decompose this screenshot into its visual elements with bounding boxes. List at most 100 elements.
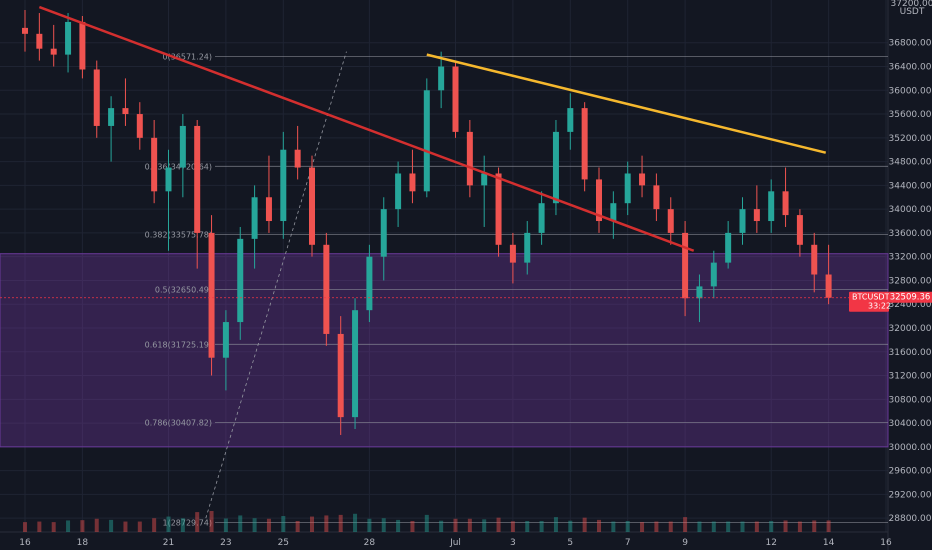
date-tick-label: 23 xyxy=(220,538,231,548)
volume-bar xyxy=(295,521,300,532)
volume-bar xyxy=(223,518,228,532)
candle-body xyxy=(696,286,703,299)
price-tick-label: 29200.00 xyxy=(889,490,932,500)
candle-body xyxy=(222,322,229,358)
price-tick-label: 32000.00 xyxy=(889,324,932,334)
candle-body xyxy=(509,244,516,263)
candle-body xyxy=(93,69,100,126)
volume-bar xyxy=(740,521,745,532)
volume-bar xyxy=(80,520,85,532)
currency-label: USDT xyxy=(900,7,925,17)
volume-bar xyxy=(668,521,673,532)
price-axis[interactable]: 37200.00 USDT 36800.00 36400.00 36000.00 35… xyxy=(889,0,932,524)
countdown-label: 33:22 xyxy=(868,302,891,311)
candle-body xyxy=(438,66,445,91)
price-tick-label: 35200.00 xyxy=(889,134,932,144)
volume-bar xyxy=(51,522,56,532)
volume-bar xyxy=(66,520,71,532)
volume-bar xyxy=(209,511,214,532)
candle-body xyxy=(366,256,373,311)
candle-body xyxy=(323,244,330,334)
date-tick-label: 21 xyxy=(163,538,174,548)
volume-bar xyxy=(381,518,386,532)
volume-bar xyxy=(467,518,472,532)
price-tick-label: 30400.00 xyxy=(889,419,932,429)
volume-bar xyxy=(252,518,257,532)
candle-body xyxy=(667,209,674,233)
last-price-tag xyxy=(849,291,889,312)
candle-body xyxy=(567,108,574,132)
volume-bar xyxy=(754,521,759,532)
last-price-marker: BTCUSDT 33:22 32509.36 xyxy=(849,291,932,312)
candle-body xyxy=(653,185,660,210)
volume-bar xyxy=(797,521,802,532)
candle-body xyxy=(352,310,359,418)
volume-layer xyxy=(23,511,831,532)
date-tick-label: 16 xyxy=(19,538,31,548)
candle-body xyxy=(825,274,832,298)
volume-bar xyxy=(166,516,171,532)
candle-body xyxy=(136,114,143,138)
candle-body xyxy=(811,244,818,275)
candle-layer xyxy=(22,10,832,435)
candle-body xyxy=(409,173,416,192)
candle-body xyxy=(581,108,588,180)
candle-body xyxy=(395,173,402,210)
volume-bar xyxy=(23,522,27,532)
candle-body xyxy=(251,197,258,239)
price-tick-label: 34400.00 xyxy=(889,181,932,191)
volume-bar xyxy=(453,518,458,532)
price-tick-label: 30000.00 xyxy=(889,443,932,453)
volume-bar xyxy=(410,521,415,532)
candle-body xyxy=(65,21,72,55)
candle-body xyxy=(768,191,775,222)
price-tick-label: 33600.00 xyxy=(889,229,932,239)
volume-bar xyxy=(37,521,42,532)
candle-body xyxy=(151,137,158,192)
price-tick-label: 31200.00 xyxy=(889,372,932,382)
volume-bar xyxy=(640,522,645,532)
volume-bar xyxy=(568,520,573,532)
price-tick-label: 36000.00 xyxy=(889,86,932,96)
volume-bar xyxy=(697,521,702,532)
candle-body xyxy=(165,167,172,192)
volume-bar xyxy=(625,521,630,532)
candle-body xyxy=(179,125,186,168)
volume-bar xyxy=(195,512,200,532)
volume-bar xyxy=(826,520,831,532)
candle-body xyxy=(796,215,803,245)
fib-level-label: 0.382(33575.78) xyxy=(145,230,212,239)
volume-bar xyxy=(367,518,372,532)
date-tick-label: 14 xyxy=(823,538,835,548)
volume-bar xyxy=(812,520,817,532)
candle-body xyxy=(380,209,387,257)
candle-body xyxy=(466,131,473,186)
date-tick-label: 9 xyxy=(682,538,688,548)
candle-body xyxy=(639,173,646,186)
candle-body xyxy=(280,149,287,222)
price-tick-label: 28800.00 xyxy=(889,514,932,524)
date-tick-label: 25 xyxy=(278,538,289,548)
candle-body xyxy=(538,203,545,233)
candle-body xyxy=(782,191,789,216)
candle-body xyxy=(36,33,43,49)
price-tick-label: 34800.00 xyxy=(889,158,932,168)
volume-bar xyxy=(553,517,558,532)
candle-body xyxy=(50,48,57,55)
volume-bar xyxy=(123,521,128,532)
candle-body xyxy=(710,262,717,287)
volume-bar xyxy=(353,513,358,532)
price-tick-label: 32800.00 xyxy=(889,276,932,286)
last-price-box xyxy=(889,291,932,303)
date-tick-label: 7 xyxy=(625,538,631,548)
candle-body xyxy=(265,197,272,222)
volume-bar xyxy=(180,518,185,532)
fib-layer: 0(36571.24) 0.236(34720.64) 0.382(33575.78… xyxy=(145,51,888,527)
trendline-layer xyxy=(0,5,888,299)
date-axis[interactable]: 16 18 21 23 25 28 Jul 3 5 7 9 12 14 16 xyxy=(19,538,892,548)
candle-body xyxy=(552,131,559,204)
volume-bar xyxy=(482,519,487,532)
date-tick-label: 5 xyxy=(567,538,573,548)
candle-body xyxy=(524,232,531,263)
